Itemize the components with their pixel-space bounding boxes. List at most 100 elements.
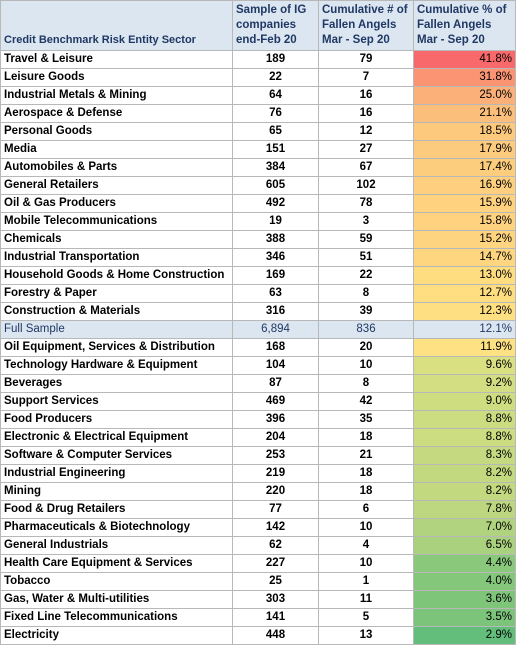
- fallen-pct-cell: 8.2%: [413, 482, 516, 501]
- sector-cell: Travel & Leisure: [0, 50, 233, 69]
- fallen-count-cell: 35: [318, 410, 414, 429]
- table-row: Pharmaceuticals & Biotechnology 142 10 7.0%: [0, 518, 516, 537]
- table-row: Travel & Leisure 189 79 41.8%: [0, 50, 516, 69]
- table-row: Fixed Line Telecommunications 141 5 3.5%: [0, 608, 516, 627]
- sample-count-cell: 220: [232, 482, 319, 501]
- table-row: Aerospace & Defense 76 16 21.1%: [0, 104, 516, 123]
- sector-cell: Fixed Line Telecommunications: [0, 608, 233, 627]
- table-row: General Industrials 62 4 6.5%: [0, 536, 516, 555]
- fallen-count-cell: 78: [318, 194, 414, 213]
- table-row: Tobacco 25 1 4.0%: [0, 572, 516, 591]
- sector-cell: Mining: [0, 482, 233, 501]
- sample-count-cell: 316: [232, 302, 319, 321]
- fallen-count-cell: 18: [318, 482, 414, 501]
- sector-cell: Technology Hardware & Equipment: [0, 356, 233, 375]
- sample-count-cell: 346: [232, 248, 319, 267]
- fallen-pct-cell: 4.4%: [413, 554, 516, 573]
- table-row: Leisure Goods 22 7 31.8%: [0, 68, 516, 87]
- sample-count-cell: 219: [232, 464, 319, 483]
- fallen-count-cell: 16: [318, 86, 414, 105]
- fallen-count-cell: 16: [318, 104, 414, 123]
- header-cumulative-pct: Cumulative % of Fallen Angels Mar - Sep …: [413, 0, 516, 51]
- sample-count-cell: 104: [232, 356, 319, 375]
- table-header: Credit Benchmark Risk Entity Sector Samp…: [0, 0, 516, 51]
- fallen-pct-cell: 3.5%: [413, 608, 516, 627]
- fallen-pct-cell: 21.1%: [413, 104, 516, 123]
- header-sample-line3: end-Feb 20: [236, 34, 297, 46]
- fallen-pct-cell: 7.0%: [413, 518, 516, 537]
- fallen-pct-cell: 15.2%: [413, 230, 516, 249]
- sample-count-cell: 388: [232, 230, 319, 249]
- fallen-pct-cell: 17.9%: [413, 140, 516, 159]
- table-row: Mining 220 18 8.2%: [0, 482, 516, 501]
- fallen-pct-cell: 12.7%: [413, 284, 516, 303]
- table-row: Personal Goods 65 12 18.5%: [0, 122, 516, 141]
- table-row: Automobiles & Parts 384 67 17.4%: [0, 158, 516, 177]
- table-row: Forestry & Paper 63 8 12.7%: [0, 284, 516, 303]
- sample-count-cell: 65: [232, 122, 319, 141]
- sample-count-cell: 492: [232, 194, 319, 213]
- sample-count-cell: 168: [232, 338, 319, 357]
- fallen-count-cell: 7: [318, 68, 414, 87]
- sector-cell: General Industrials: [0, 536, 233, 555]
- sector-cell: Personal Goods: [0, 122, 233, 141]
- fallen-count-cell: 59: [318, 230, 414, 249]
- table-row: Industrial Engineering 219 18 8.2%: [0, 464, 516, 483]
- sector-cell: Electricity: [0, 626, 233, 645]
- sector-cell: Support Services: [0, 392, 233, 411]
- fallen-count-cell: 10: [318, 518, 414, 537]
- header-cumulative-count: Cumulative # of Fallen Angels Mar - Sep …: [318, 0, 414, 51]
- fallen-count-cell: 79: [318, 50, 414, 69]
- fallen-count-cell: 8: [318, 284, 414, 303]
- fallen-count-cell: 21: [318, 446, 414, 465]
- fallen-count-cell: 67: [318, 158, 414, 177]
- sample-count-cell: 25: [232, 572, 319, 591]
- sector-cell: Household Goods & Home Construction: [0, 266, 233, 285]
- sample-count-cell: 142: [232, 518, 319, 537]
- sector-cell: Industrial Transportation: [0, 248, 233, 267]
- fallen-pct-cell: 15.9%: [413, 194, 516, 213]
- sector-cell: Automobiles & Parts: [0, 158, 233, 177]
- full-sample-row: Full Sample 6,894 836 12.1%: [0, 320, 516, 339]
- fallen-count-cell: 27: [318, 140, 414, 159]
- sample-count-cell: 77: [232, 500, 319, 519]
- sector-cell: General Retailers: [0, 176, 233, 195]
- fallen-count-cell: 3: [318, 212, 414, 231]
- fallen-pct-cell: 9.2%: [413, 374, 516, 393]
- fallen-pct-cell: 25.0%: [413, 86, 516, 105]
- fallen-pct-cell: 12.3%: [413, 302, 516, 321]
- fallen-pct-cell: 8.3%: [413, 446, 516, 465]
- sample-count-cell: 64: [232, 86, 319, 105]
- sector-cell: Chemicals: [0, 230, 233, 249]
- table-row: Industrial Metals & Mining 64 16 25.0%: [0, 86, 516, 105]
- sector-cell: Health Care Equipment & Services: [0, 554, 233, 573]
- header-sample-line2: companies: [236, 19, 297, 31]
- table-row: Electronic & Electrical Equipment 204 18 8.…: [0, 428, 516, 447]
- header-row: Credit Benchmark Risk Entity Sector Samp…: [0, 0, 516, 51]
- sector-cell: Media: [0, 140, 233, 159]
- fallen-count-cell: 18: [318, 428, 414, 447]
- sector-cell: Forestry & Paper: [0, 284, 233, 303]
- table-body: Travel & Leisure 189 79 41.8% Leisure Goods 2…: [0, 50, 516, 645]
- sample-count-cell: 141: [232, 608, 319, 627]
- fallen-count-cell: 39: [318, 302, 414, 321]
- sample-count-cell: 87: [232, 374, 319, 393]
- sector-cell: Gas, Water & Multi-utilities: [0, 590, 233, 609]
- table-row: Software & Computer Services 253 21 8.3%: [0, 446, 516, 465]
- fallen-count-cell: 20: [318, 338, 414, 357]
- table-row: General Retailers 605 102 16.9%: [0, 176, 516, 195]
- header-pct-line1: Cumulative % of: [417, 4, 507, 16]
- sample-count-cell: 396: [232, 410, 319, 429]
- fallen-count-cell: 836: [318, 320, 414, 339]
- fallen-pct-cell: 41.8%: [413, 50, 516, 69]
- sample-count-cell: 22: [232, 68, 319, 87]
- fallen-count-cell: 18: [318, 464, 414, 483]
- sample-count-cell: 227: [232, 554, 319, 573]
- table-row: Oil Equipment, Services & Distribution 16…: [0, 338, 516, 357]
- header-pct-line2: Fallen Angels: [417, 19, 492, 31]
- sector-cell: Aerospace & Defense: [0, 104, 233, 123]
- fallen-count-cell: 4: [318, 536, 414, 555]
- fallen-count-cell: 102: [318, 176, 414, 195]
- fallen-pct-cell: 9.6%: [413, 356, 516, 375]
